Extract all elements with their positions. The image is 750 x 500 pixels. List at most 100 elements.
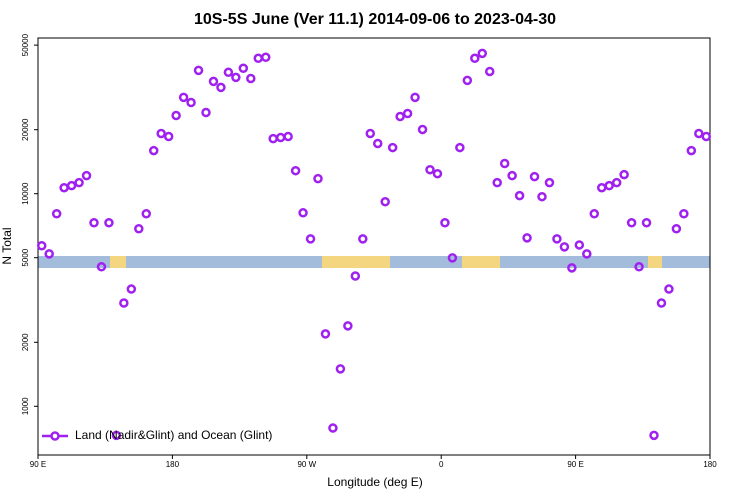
point (126, 284, 137, 294)
point (499, 158, 510, 169)
x-tick-label: 90 E (30, 460, 46, 469)
x-tick-label: 180 (703, 460, 717, 469)
point (604, 180, 614, 191)
plot-frame (37, 37, 711, 456)
point (186, 97, 196, 108)
point (111, 430, 122, 441)
y-tick-label: 50000 (21, 33, 30, 56)
point (328, 423, 338, 433)
map-strip (38, 256, 710, 268)
point (141, 208, 152, 219)
point (171, 110, 181, 121)
point (425, 164, 435, 175)
chart-title: 10S-5S June (Ver 11.1) 2014-09-06 to 202… (194, 11, 556, 28)
point (574, 240, 585, 250)
point (350, 271, 361, 281)
map-land (110, 256, 126, 268)
point (634, 262, 644, 272)
point (36, 241, 47, 251)
point (671, 224, 682, 234)
point (611, 177, 622, 188)
point (156, 128, 166, 139)
point (358, 234, 368, 244)
point (477, 48, 488, 59)
point (178, 92, 189, 103)
point (589, 208, 600, 219)
point (626, 218, 637, 228)
point (619, 169, 629, 180)
point (104, 218, 114, 228)
point (432, 168, 443, 179)
point (119, 298, 129, 308)
point (260, 52, 271, 62)
x-axis-label: Longitude (deg E) (327, 475, 422, 489)
point (470, 53, 480, 64)
point (343, 321, 353, 331)
point (59, 182, 69, 193)
point (656, 298, 667, 308)
point (208, 76, 219, 87)
point (253, 53, 264, 64)
point (335, 364, 346, 374)
point (596, 182, 607, 193)
x-tick-label: 90 E (567, 460, 583, 469)
point (305, 234, 316, 244)
point (514, 190, 525, 201)
point (372, 138, 383, 149)
point (664, 284, 674, 294)
point (447, 253, 458, 263)
point (529, 171, 540, 182)
point (320, 329, 331, 339)
point (694, 128, 704, 139)
point (701, 131, 712, 142)
map-land (462, 256, 500, 268)
point (134, 224, 144, 234)
legend-label: Land (Nadir&Glint) and Ocean (Glint) (75, 428, 272, 442)
y-tick-label: 20000 (21, 118, 30, 141)
point (522, 233, 532, 243)
point (641, 218, 652, 228)
point (582, 249, 592, 259)
point (81, 170, 92, 181)
point (365, 128, 376, 139)
point (313, 173, 323, 184)
point (283, 131, 293, 142)
x-tick-label: 0 (439, 460, 444, 469)
point (567, 263, 577, 273)
point (387, 142, 398, 153)
point (148, 145, 159, 156)
point (163, 131, 174, 142)
point (686, 145, 697, 156)
point (484, 66, 495, 77)
point (246, 73, 256, 84)
y-tick-label: 1000 (21, 397, 30, 415)
point (410, 92, 420, 103)
point (559, 242, 570, 252)
point (537, 191, 547, 202)
point (380, 196, 390, 207)
point (193, 65, 204, 76)
point (201, 107, 211, 118)
point (402, 108, 413, 119)
point (552, 234, 562, 244)
point (223, 67, 234, 78)
point (231, 72, 241, 83)
point (507, 170, 517, 181)
map-land (322, 256, 390, 268)
x-tick-label: 90 W (297, 460, 316, 469)
point (51, 208, 62, 219)
point (238, 63, 249, 74)
point (492, 177, 502, 188)
y-tick-label: 10000 (21, 182, 30, 205)
y-tick-label: 5000 (21, 248, 30, 266)
point (679, 208, 689, 219)
point (74, 177, 84, 188)
point (440, 218, 450, 228)
point (462, 75, 473, 86)
point (455, 142, 465, 153)
point (96, 262, 107, 272)
map-land (648, 256, 662, 268)
point (395, 111, 405, 122)
x-tick-label: 180 (166, 460, 180, 469)
point (216, 82, 226, 93)
